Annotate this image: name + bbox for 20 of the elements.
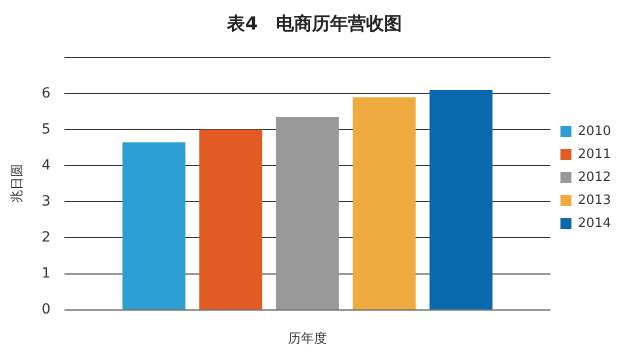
y-tick-label: 0 bbox=[42, 301, 51, 318]
bar bbox=[276, 117, 339, 310]
y-tick-label: 2 bbox=[42, 229, 51, 246]
chart-title: 表4 电商历年营收图 bbox=[226, 13, 402, 34]
legend-label: 2014 bbox=[578, 216, 612, 231]
legend-label: 2012 bbox=[578, 170, 612, 185]
y-tick-label: 5 bbox=[42, 121, 51, 138]
y-tick-label: 6 bbox=[42, 85, 51, 102]
y-axis-title: 兆日圆 bbox=[10, 164, 26, 204]
y-tick-label: 4 bbox=[42, 157, 51, 174]
bar bbox=[199, 130, 262, 310]
y-tick-label: 3 bbox=[42, 193, 51, 210]
legend-label: 2010 bbox=[578, 124, 612, 139]
legend-label: 2011 bbox=[578, 146, 612, 162]
y-tick-label: 1 bbox=[42, 265, 51, 282]
bar bbox=[352, 97, 416, 310]
legend-label: 2013 bbox=[578, 192, 612, 208]
bar bbox=[122, 142, 186, 310]
x-axis-title: 历年度 bbox=[288, 330, 327, 347]
bar bbox=[430, 90, 492, 310]
